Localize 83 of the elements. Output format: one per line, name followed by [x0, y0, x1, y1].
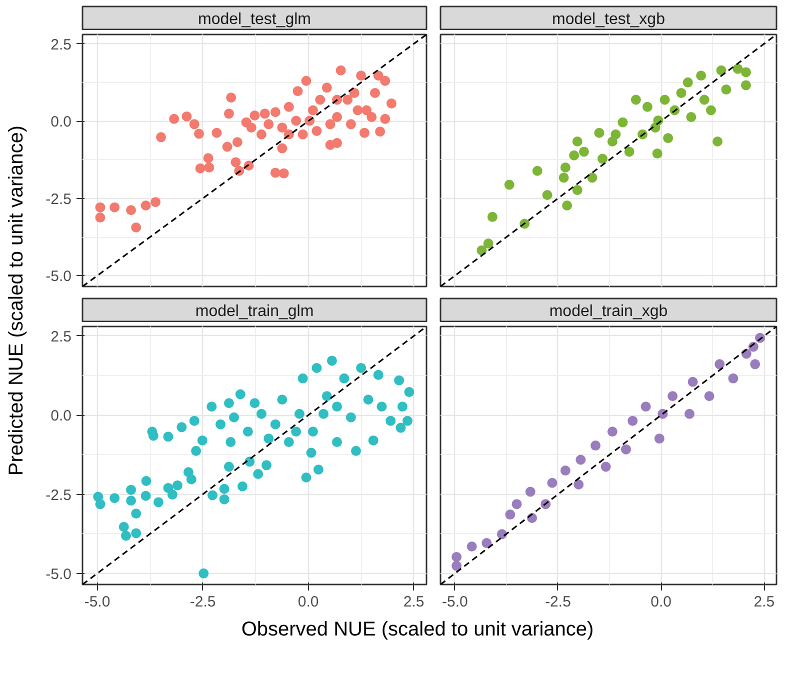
- x-tick-label: 2.5: [754, 594, 775, 610]
- x-tick-label: 2.5: [403, 594, 424, 610]
- point: [483, 238, 494, 249]
- point: [578, 146, 589, 157]
- point: [732, 64, 743, 74]
- point: [696, 70, 706, 81]
- point: [600, 462, 611, 472]
- point: [590, 440, 601, 451]
- y-tick-label: -5.0: [46, 268, 72, 286]
- point: [618, 117, 628, 128]
- point: [487, 212, 498, 222]
- y-tick-label: -2.5: [46, 486, 72, 504]
- point: [628, 416, 638, 426]
- point: [652, 148, 662, 159]
- point: [714, 359, 725, 370]
- point: [504, 180, 514, 190]
- point: [660, 94, 670, 105]
- point: [512, 499, 522, 510]
- point: [547, 478, 558, 488]
- point: [452, 552, 462, 562]
- y-tick-label: 0.0: [50, 408, 72, 425]
- chart-title: model_train_xgb: [549, 303, 668, 320]
- point: [560, 162, 570, 172]
- point: [699, 94, 710, 105]
- point: [505, 510, 516, 520]
- point: [740, 80, 751, 90]
- y-tick-label: 2.5: [50, 328, 72, 346]
- point: [684, 408, 695, 419]
- point: [476, 245, 487, 256]
- y-tick-label: -2.5: [46, 190, 72, 208]
- point: [640, 402, 651, 412]
- point: [686, 112, 696, 122]
- point: [624, 146, 634, 157]
- point: [716, 65, 726, 76]
- x-axis-title: Observed NUE (scaled to unit variance): [241, 618, 594, 640]
- point: [572, 185, 582, 196]
- point: [525, 486, 536, 497]
- x-tick-label: -2.5: [545, 594, 571, 610]
- chart-title: model_test_glm: [198, 11, 311, 28]
- point: [532, 166, 542, 176]
- y-tick-label: -5.0: [46, 566, 72, 583]
- point: [630, 94, 641, 105]
- x-tick-label: 0.0: [298, 594, 319, 610]
- point: [576, 454, 586, 465]
- point: [676, 88, 686, 98]
- x-tick-label: -5.0: [442, 594, 468, 610]
- point: [610, 129, 621, 140]
- point: [562, 200, 572, 210]
- point: [642, 102, 652, 112]
- chart-title: model_train_glm: [195, 303, 314, 320]
- y-tick-label: 0.0: [50, 114, 72, 131]
- point: [663, 133, 674, 144]
- point: [574, 479, 584, 490]
- x-tick-label: 0.0: [650, 594, 672, 610]
- point: [482, 538, 492, 548]
- point: [452, 560, 462, 571]
- point: [688, 376, 698, 387]
- point: [542, 190, 552, 200]
- y-tick-label: 2.5: [50, 36, 72, 54]
- point: [558, 172, 569, 183]
- x-tick-label: -5.0: [84, 594, 110, 610]
- point: [721, 84, 732, 95]
- point: [740, 67, 751, 78]
- x-tick-label: -2.5: [190, 594, 216, 610]
- point: [569, 150, 580, 160]
- point: [728, 373, 738, 384]
- point: [712, 136, 723, 146]
- y-axis-title: Predicted NUE (scaled to unit variance): [6, 125, 28, 476]
- point: [587, 172, 598, 183]
- point: [621, 444, 632, 454]
- point: [704, 391, 714, 402]
- point: [607, 426, 618, 437]
- point: [594, 128, 604, 138]
- point: [654, 434, 664, 444]
- point: [750, 359, 760, 370]
- point: [560, 466, 570, 476]
- point: [466, 542, 477, 552]
- point: [706, 105, 716, 116]
- point: [598, 154, 608, 164]
- chart-title: model_test_xgb: [552, 11, 666, 28]
- point: [682, 77, 693, 88]
- point: [668, 391, 678, 402]
- point: [572, 136, 582, 146]
